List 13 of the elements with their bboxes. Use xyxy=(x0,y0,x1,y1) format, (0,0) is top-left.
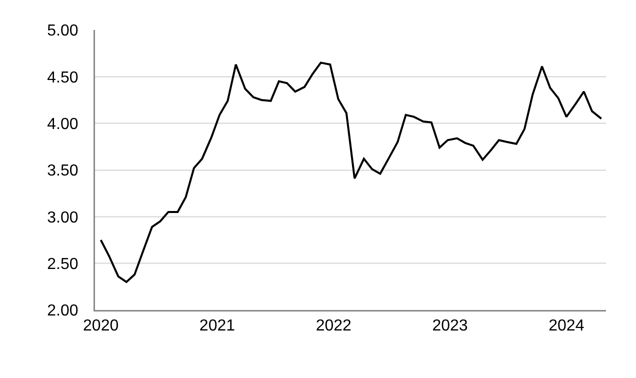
x-tick-label: 2020 xyxy=(83,318,119,335)
y-tick-label: 3.50 xyxy=(47,162,78,180)
y-tick-label: 2.00 xyxy=(47,302,78,320)
y-tick-label: 4.50 xyxy=(47,69,78,86)
y-tick-label: 3.00 xyxy=(47,209,78,226)
line-series xyxy=(100,62,602,283)
x-tick-label: 2021 xyxy=(199,318,236,335)
y-tick-label: 5.00 xyxy=(47,22,78,40)
y-tick-label: 4.00 xyxy=(47,116,78,133)
y-tick-label: 2.50 xyxy=(47,256,78,273)
x-tick-label: 2024 xyxy=(548,318,584,335)
x-tick-label: 2023 xyxy=(432,318,468,335)
x-tick-label: 2022 xyxy=(316,318,352,335)
